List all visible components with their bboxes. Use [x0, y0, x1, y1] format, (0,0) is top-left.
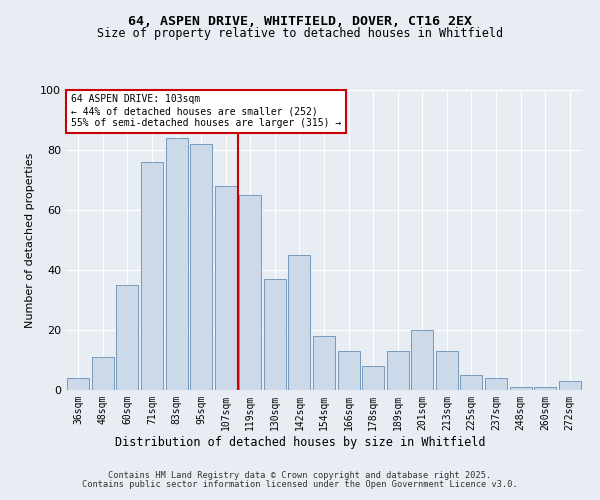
Bar [190, 144, 212, 390]
Bar [264, 279, 286, 390]
Bar [116, 285, 139, 390]
Bar [166, 138, 188, 390]
Bar [338, 351, 359, 390]
Bar [362, 366, 384, 390]
Bar [215, 186, 237, 390]
Bar [313, 336, 335, 390]
Y-axis label: Number of detached properties: Number of detached properties [25, 152, 35, 328]
Bar [534, 387, 556, 390]
Bar [92, 357, 114, 390]
Bar [436, 351, 458, 390]
Bar [460, 375, 482, 390]
Text: Contains HM Land Registry data © Crown copyright and database right 2025.: Contains HM Land Registry data © Crown c… [109, 471, 491, 480]
Text: Contains public sector information licensed under the Open Government Licence v3: Contains public sector information licen… [82, 480, 518, 489]
Text: Size of property relative to detached houses in Whitfield: Size of property relative to detached ho… [97, 28, 503, 40]
Bar [509, 387, 532, 390]
Bar [141, 162, 163, 390]
Bar [559, 381, 581, 390]
Bar [411, 330, 433, 390]
Text: Distribution of detached houses by size in Whitfield: Distribution of detached houses by size … [115, 436, 485, 449]
Bar [289, 255, 310, 390]
Bar [485, 378, 507, 390]
Bar [239, 195, 262, 390]
Text: 64, ASPEN DRIVE, WHITFIELD, DOVER, CT16 2EX: 64, ASPEN DRIVE, WHITFIELD, DOVER, CT16 … [128, 15, 472, 28]
Text: 64 ASPEN DRIVE: 103sqm
← 44% of detached houses are smaller (252)
55% of semi-de: 64 ASPEN DRIVE: 103sqm ← 44% of detached… [71, 94, 341, 128]
Bar [67, 378, 89, 390]
Bar [386, 351, 409, 390]
